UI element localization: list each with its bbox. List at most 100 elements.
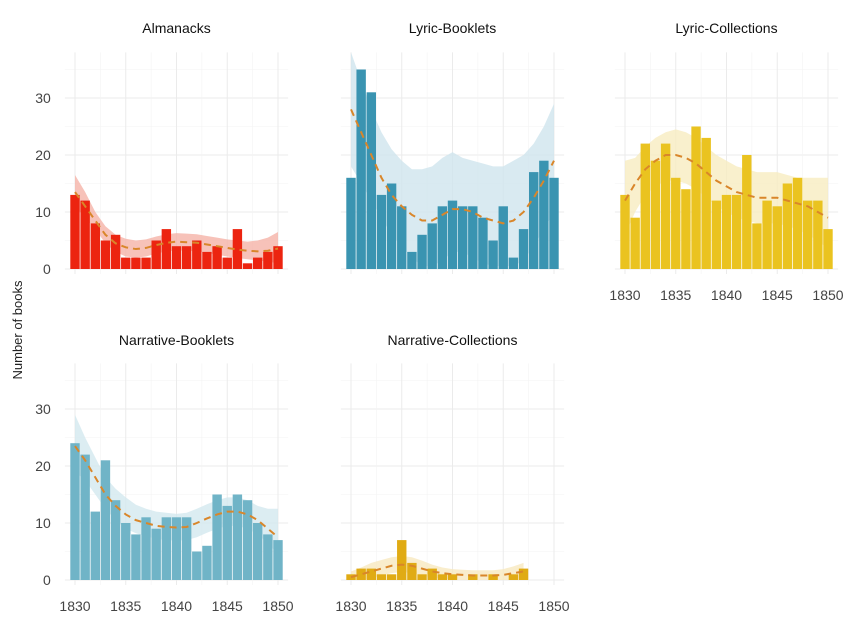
- bar-1842: [192, 240, 202, 269]
- bar-1840: [171, 246, 182, 269]
- panel-almanacks: Almanacks 0 10 20 30: [35, 20, 289, 277]
- bar-1844: [212, 246, 222, 269]
- bar-1840: [721, 194, 732, 269]
- bar-1845: [772, 206, 782, 269]
- bar-1838: [151, 240, 161, 269]
- bar-1846: [508, 574, 519, 580]
- y-tick-label: 10: [35, 515, 51, 531]
- bar-1833: [650, 160, 661, 269]
- bar-1832: [366, 568, 376, 580]
- bar-1844: [212, 494, 222, 580]
- bar-1850: [273, 540, 283, 580]
- y-tick-label: 0: [43, 261, 51, 277]
- bar-1838: [427, 223, 437, 269]
- bar-1840: [171, 517, 182, 580]
- bar-1838: [151, 528, 161, 580]
- bar-1834: [386, 574, 397, 580]
- bar-1835: [121, 523, 131, 580]
- y-tick-label: 30: [35, 90, 51, 106]
- bar-1849: [263, 534, 273, 580]
- x-tick-label: 1850: [812, 287, 843, 303]
- bar-1844: [762, 200, 772, 269]
- bar-1834: [110, 500, 121, 580]
- bar-1834: [660, 143, 671, 269]
- bar-1847: [242, 500, 253, 580]
- bar-1850: [823, 229, 833, 269]
- x-tick-label: 1830: [335, 598, 366, 614]
- bar-1843: [202, 545, 212, 580]
- y-tick-label: 30: [35, 401, 51, 417]
- bar-1831: [356, 568, 366, 580]
- bar-1839: [161, 229, 172, 269]
- bar-1835: [397, 540, 407, 580]
- bar-1836: [407, 562, 417, 580]
- bar-1837: [417, 574, 427, 580]
- bar-1844: [488, 574, 498, 580]
- bar-1839: [161, 517, 172, 580]
- bar-1830: [70, 443, 80, 580]
- panel-title: Narrative-Booklets: [119, 332, 234, 348]
- bar-1833: [376, 194, 387, 269]
- y-tick-label: 0: [43, 572, 51, 588]
- bar-1847: [518, 229, 529, 269]
- bar-1833: [100, 240, 111, 269]
- bar-1841: [181, 517, 192, 580]
- bar-1850: [273, 246, 283, 269]
- y-tick-label: 10: [35, 204, 51, 220]
- bar-1840: [447, 574, 458, 580]
- bar-1836: [407, 251, 417, 269]
- trend-line: [624, 154, 829, 219]
- bar-1836: [131, 534, 141, 580]
- x-tick-label: 1835: [386, 598, 417, 614]
- bar-1838: [427, 568, 437, 580]
- bar-1839: [711, 200, 722, 269]
- bar-1833: [376, 574, 387, 580]
- x-tick-label: 1845: [212, 598, 243, 614]
- bar-1830: [620, 194, 630, 269]
- x-tick-label: 1850: [538, 598, 569, 614]
- bar-1837: [141, 517, 151, 580]
- x-tick-label: 1830: [59, 598, 90, 614]
- bar-1849: [539, 160, 549, 269]
- bar-1846: [782, 183, 793, 269]
- x-tick-label: 1835: [110, 598, 141, 614]
- panel-title: Lyric-Collections: [675, 20, 777, 36]
- bar-1849: [263, 251, 273, 269]
- trend-line: [350, 108, 555, 225]
- x-tick-label: 1840: [711, 287, 742, 303]
- x-tick-label: 1830: [609, 287, 640, 303]
- bar-1831: [356, 69, 366, 269]
- bar-1837: [417, 234, 427, 269]
- bar-1832: [90, 511, 100, 580]
- x-tick-label: 1835: [660, 287, 691, 303]
- bar-1846: [232, 494, 243, 580]
- bar-1837: [141, 257, 151, 269]
- x-tick-label: 1850: [262, 598, 293, 614]
- y-tick-label: 20: [35, 458, 51, 474]
- panel-narrative-collections: Narrative-Collections 1830 1835 1840 1845 185…: [335, 332, 569, 614]
- bar-1837: [691, 126, 701, 269]
- bar-1848: [253, 523, 263, 580]
- panel-narrative-booklets: Narrative-Booklets 0 10 20 30 1830 1835 1840 184…: [35, 332, 294, 614]
- bar-1836: [131, 257, 141, 269]
- bar-1842: [468, 206, 478, 269]
- bar-1846: [508, 257, 519, 269]
- bar-1838: [701, 137, 711, 269]
- x-tick-label: 1840: [161, 598, 192, 614]
- bar-1831: [80, 454, 90, 580]
- confidence-band: [351, 556, 524, 580]
- bar-1843: [202, 251, 212, 269]
- panel-lyric-booklets: Lyric-Booklets: [340, 20, 565, 274]
- bar-1849: [813, 200, 823, 269]
- bar-1833: [100, 460, 111, 580]
- bar-1841: [181, 246, 192, 269]
- bar-1844: [488, 240, 498, 269]
- bar-1831: [80, 200, 90, 269]
- bar-1839: [437, 206, 448, 269]
- bar-1846: [232, 229, 243, 269]
- bar-1842: [192, 551, 202, 580]
- bar-1847: [242, 263, 253, 269]
- bar-1834: [386, 183, 397, 269]
- bar-1835: [397, 206, 407, 269]
